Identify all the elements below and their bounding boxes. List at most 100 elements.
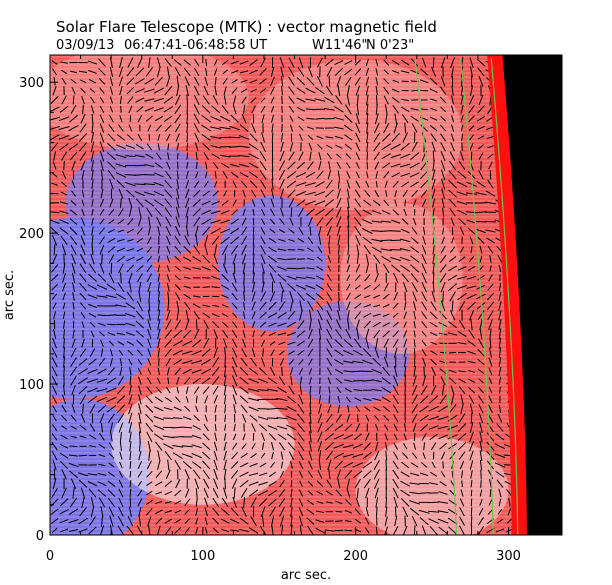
field-vector <box>374 450 380 461</box>
field-vector <box>184 301 191 310</box>
field-vector <box>412 301 417 311</box>
field-vector <box>478 507 484 516</box>
field-vector <box>118 506 124 517</box>
field-vector <box>288 238 295 242</box>
field-vector <box>97 368 107 375</box>
field-vector <box>295 172 307 178</box>
field-vector <box>258 472 268 477</box>
field-vector <box>440 281 446 293</box>
field-vector <box>202 304 211 308</box>
field-vector <box>448 377 457 385</box>
field-vector <box>164 396 172 403</box>
field-vector <box>328 235 331 246</box>
field-vector <box>421 198 427 207</box>
field-vector <box>241 443 247 450</box>
field-vector <box>298 470 303 478</box>
field-vector <box>261 432 266 442</box>
field-vector <box>172 444 184 448</box>
field-vector <box>440 151 446 162</box>
field-vector <box>251 348 256 358</box>
field-vector <box>138 290 142 303</box>
field-vector <box>78 479 88 488</box>
field-vector <box>260 357 266 367</box>
field-vector <box>391 59 400 66</box>
field-vector <box>181 453 193 458</box>
field-vector <box>97 273 107 283</box>
field-vector <box>365 67 370 76</box>
field-vector <box>384 113 388 125</box>
field-vector <box>384 526 389 535</box>
field-vector <box>469 421 474 434</box>
field-vector <box>88 69 97 74</box>
field-vector <box>409 491 421 495</box>
field-vector <box>309 385 312 395</box>
field-vector <box>239 528 249 533</box>
field-vector <box>230 529 240 532</box>
field-vector <box>167 152 170 160</box>
field-vector <box>328 161 331 170</box>
field-vector <box>334 359 344 365</box>
field-vector <box>288 66 295 77</box>
field-vector <box>318 395 322 404</box>
field-vector <box>220 154 231 158</box>
field-vector <box>204 161 208 170</box>
field-vector <box>268 301 277 310</box>
field-vector <box>138 403 142 415</box>
field-vector <box>223 450 227 461</box>
field-vector <box>63 338 65 349</box>
field-vector <box>309 421 312 434</box>
field-vector <box>478 144 484 150</box>
field-vector <box>89 516 96 526</box>
field-vector <box>212 507 220 516</box>
field-vector <box>174 500 182 505</box>
field-vector <box>441 236 445 244</box>
field-vector <box>240 180 248 188</box>
field-vector <box>413 320 416 329</box>
field-vector <box>440 76 446 87</box>
field-vector <box>59 105 69 113</box>
field-vector <box>193 415 200 422</box>
field-vector <box>287 258 296 260</box>
field-vector <box>365 85 369 96</box>
field-vector <box>233 404 237 414</box>
field-vector <box>342 444 354 449</box>
field-vector <box>318 459 322 471</box>
field-vector <box>363 284 371 290</box>
field-vector <box>298 460 304 470</box>
field-vector <box>335 144 343 149</box>
field-vector <box>487 153 494 159</box>
field-vector <box>118 76 123 87</box>
field-vector <box>182 360 193 364</box>
field-vector <box>484 201 497 205</box>
field-vector <box>183 329 192 339</box>
field-vector <box>347 197 350 209</box>
field-vector <box>63 356 66 368</box>
field-vector <box>373 254 381 264</box>
field-vector <box>326 328 333 340</box>
field-vector <box>50 274 59 282</box>
field-vector <box>220 284 230 290</box>
field-vector <box>63 365 65 377</box>
field-vector <box>431 169 436 181</box>
field-vector <box>107 237 116 243</box>
field-vector <box>97 404 107 413</box>
field-vector <box>423 442 426 451</box>
field-vector <box>185 188 190 199</box>
field-vector <box>166 255 171 263</box>
field-vector <box>392 79 399 83</box>
field-vector <box>240 404 248 414</box>
field-vector <box>354 294 362 300</box>
field-vector <box>136 265 144 272</box>
field-vector <box>52 85 57 96</box>
field-vector <box>278 341 286 346</box>
field-vector <box>231 292 238 301</box>
field-vector <box>129 488 132 498</box>
field-vector <box>260 189 266 198</box>
field-vector <box>383 171 390 179</box>
field-vector <box>328 75 331 87</box>
field-vector <box>390 248 402 251</box>
field-vector <box>278 169 286 181</box>
field-vector <box>344 143 352 150</box>
field-vector <box>106 405 117 413</box>
field-vector <box>100 169 104 181</box>
